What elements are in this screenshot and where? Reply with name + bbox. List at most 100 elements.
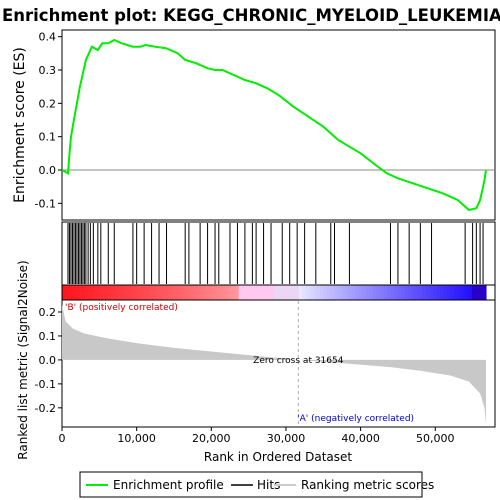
heat-bar-segment (150, 285, 155, 300)
heat-bar-segment (266, 285, 271, 300)
heat-bar-segment (263, 285, 268, 300)
heat-bar-segment (362, 285, 367, 300)
hit-lines (67, 223, 484, 284)
heat-bar-segment (383, 285, 388, 300)
zero-cross-label: Zero cross at 31654 (253, 356, 344, 366)
heat-bar-segment (136, 285, 141, 300)
es-y-axis-label: Enrichment score (ES) (12, 47, 28, 203)
heat-bar-segment (221, 285, 226, 300)
heat-bar-segment (319, 285, 324, 300)
heat-bar-segment (394, 285, 399, 300)
heat-bar-segment (433, 285, 438, 300)
es-y-tick-label: 0.1 (39, 131, 57, 144)
legend-enrichment-label: Enrichment profile (113, 478, 224, 492)
heat-bar-segment (327, 285, 332, 300)
heat-bar-segment (380, 285, 385, 300)
heat-bar-segment (86, 285, 91, 300)
heat-bar-segment (72, 285, 77, 300)
heat-bar-segment (164, 285, 169, 300)
heat-bar-segment (270, 285, 275, 300)
ranking-y-tick-label: -0.2 (35, 402, 56, 415)
heat-bar-segment (182, 285, 187, 300)
ranking-y-axis-label: Ranked list metric (Signal2Noise) (16, 260, 30, 459)
heat-bar-segment (277, 285, 282, 300)
heat-bar-segment (93, 285, 98, 300)
heat-bar-segment (369, 285, 374, 300)
x-tick-label: 20,000 (192, 432, 231, 445)
heat-bar-segment (288, 285, 293, 300)
heat-bar-segment (425, 285, 431, 300)
heat-bar-segment (471, 285, 476, 300)
heat-bar-segment (274, 285, 279, 300)
heat-bar-segment (358, 285, 363, 300)
heat-bar-segment (196, 285, 201, 300)
heat-bar-segment (100, 285, 105, 300)
ranking-y-ticks: -0.2 -0.1 0.0 0.1 0.2 (35, 306, 62, 415)
heat-bar-segment (235, 285, 240, 300)
x-tick-label: 10,000 (117, 432, 156, 445)
heat-bar-segment (143, 285, 148, 300)
heat-bar-segment (245, 285, 250, 300)
chart-title: Enrichment plot: KEGG_CHRONIC_MYELOID_LE… (2, 6, 500, 25)
legend-ranking-label: Ranking metric scores (301, 478, 434, 492)
heat-bar-segment (418, 285, 423, 300)
heat-bar-segment (185, 285, 190, 300)
heat-bar-segment (443, 285, 448, 300)
heat-bar-segment (199, 285, 204, 300)
heat-bar-segment (203, 285, 208, 300)
es-y-tick-label: 0.4 (39, 31, 57, 44)
heat-bar-segment (302, 285, 307, 300)
heat-bar-segment (281, 285, 286, 300)
heat-bar-segment (478, 285, 484, 300)
ranking-y-tick-label: 0.2 (39, 306, 57, 319)
heat-bar-segment (146, 285, 151, 300)
heat-bar-segment (76, 285, 81, 300)
heat-bar-segment (111, 285, 116, 300)
heat-bar-segment (284, 285, 289, 300)
ranking-y-tick-label: -0.1 (35, 378, 56, 391)
heat-bar-segment (404, 285, 409, 300)
heat-bar-segment (468, 285, 473, 300)
heat-bar-segment (429, 285, 434, 300)
enrichment-profile-line (61, 38, 487, 212)
ranking-y-tick-label: 0.1 (39, 330, 57, 343)
heat-bar-segment (189, 285, 194, 300)
heat-bar-segment (376, 285, 381, 300)
heat-bar-segment (90, 285, 95, 300)
heat-bar-segment (337, 285, 342, 300)
es-y-tick-label: 0.2 (39, 97, 57, 110)
es-y-tick-label: -0.1 (35, 197, 56, 210)
heat-bar-segment (475, 285, 480, 300)
heat-bar-segment (401, 285, 406, 300)
heat-bar-segment (104, 285, 109, 300)
heat-bar-segment (334, 285, 339, 300)
x-tick-label: 40,000 (341, 432, 380, 445)
heat-bar-segment (422, 285, 427, 300)
heat-bar-segment (125, 285, 130, 300)
heat-bar-segment (348, 285, 353, 300)
x-axis-ticks: 0 10,000 20,000 30,000 40,000 50,000 (59, 427, 455, 445)
heat-bar-segment (210, 285, 215, 300)
heat-bar-segment (454, 285, 459, 300)
heat-bar-segment (153, 285, 158, 300)
heat-bar-segment (160, 285, 165, 300)
heat-bar-segment (79, 285, 84, 300)
heat-bar-segment (238, 285, 243, 300)
heat-bar-segment (122, 285, 127, 300)
heat-bar-segment (344, 285, 349, 300)
heat-bar-segment (256, 285, 261, 300)
heat-bar-segment (323, 285, 328, 300)
hits-panel-frame (61, 221, 496, 286)
heat-bar-segment (228, 285, 233, 300)
heat-bar-segment (224, 285, 229, 300)
heat-bar-segment (192, 285, 197, 300)
heat-bar-segment (298, 285, 303, 300)
heat-bar-segment (107, 285, 112, 300)
heat-bar-segment (461, 285, 466, 300)
heat-bar-segment (178, 285, 183, 300)
heat-bar-segment (83, 285, 88, 300)
heat-bar-segment (295, 285, 300, 300)
ranking-y-tick-label: 0.0 (39, 354, 57, 367)
heat-bar-segment (157, 285, 162, 300)
heat-bar-segment (217, 285, 222, 300)
